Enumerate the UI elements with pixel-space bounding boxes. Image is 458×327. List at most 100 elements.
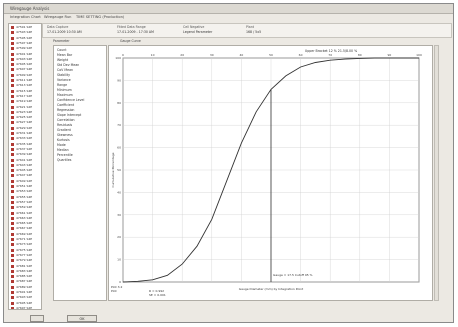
list-item-label: 47593 S4E (16, 30, 33, 35)
list-item[interactable]: 47649 S2E (9, 179, 41, 184)
chart-tab[interactable]: Gauge Curve (120, 39, 141, 43)
list-item[interactable]: 47681 S2E (9, 264, 41, 269)
parameter-item[interactable]: Correlation (57, 118, 75, 122)
parameter-item[interactable]: Residuals (57, 123, 73, 127)
list-item[interactable]: 47605 S2E (9, 62, 41, 67)
list-item[interactable]: 47685 S2E (9, 274, 41, 279)
list-item[interactable]: 47633 S2E (9, 136, 41, 141)
list-item[interactable]: 47695 S4E (9, 301, 41, 306)
list-item[interactable]: 47635 S4E (9, 142, 41, 147)
list-item[interactable]: 47651 S4E (9, 184, 41, 189)
parameter-item[interactable]: Maximum (57, 93, 73, 97)
list-item[interactable]: 47625 S2E (9, 115, 41, 120)
list-item[interactable]: 47621 S2E (9, 105, 41, 110)
list-item[interactable]: 47603 S4E (9, 57, 41, 62)
list-item[interactable]: 47689 S2E (9, 285, 41, 290)
list-item[interactable]: 47643 S4E (9, 163, 41, 168)
parameter-item[interactable]: CoV Mean (57, 68, 74, 72)
parameter-item[interactable]: Mode (57, 143, 66, 147)
parameter-item[interactable]: Minimum (57, 88, 72, 92)
status-swatch (11, 105, 14, 109)
list-item[interactable]: 47641 S2E (9, 158, 41, 163)
status-swatch (11, 238, 14, 241)
parameter-item[interactable]: Kurtosis (57, 138, 70, 142)
list-item[interactable]: 47619 S4E (9, 99, 41, 104)
list-item[interactable]: 47617 S2E (9, 94, 41, 99)
ok-button[interactable]: OK (67, 315, 97, 322)
list-item[interactable]: 47657 S2E (9, 200, 41, 205)
parameter-item[interactable]: Confidence Level (57, 98, 85, 102)
list-item[interactable]: 47631 S4E (9, 131, 41, 136)
parameter-item[interactable]: Gradient (57, 128, 71, 132)
parameter-item[interactable]: Regression (57, 108, 75, 112)
status-swatch (11, 195, 14, 199)
list-item[interactable]: 47693 S2E (9, 295, 41, 300)
y-tick-label: 90 (117, 78, 121, 82)
list-item[interactable]: 47675 S4E (9, 248, 41, 253)
parameter-item[interactable]: Skewness (57, 133, 73, 137)
parameter-item[interactable]: Percentile (57, 153, 73, 157)
list-item[interactable]: 47677 S2E (9, 253, 41, 258)
vertical-scrollbar[interactable] (434, 45, 439, 301)
list-item[interactable]: 47639 S4E (9, 152, 41, 157)
list-item[interactable]: 47661 S2E (9, 211, 41, 216)
list-item[interactable]: 47665 S2E (9, 221, 41, 226)
parameter-item[interactable]: Count (57, 48, 67, 52)
list-item[interactable]: 47623 S4E (9, 110, 41, 115)
list-item[interactable]: 47667 S4E (9, 226, 41, 231)
list-item[interactable]: 47687 S4E (9, 279, 41, 284)
list-item[interactable]: 47679 S4E (9, 258, 41, 263)
parameter-item[interactable]: Weight (57, 58, 69, 62)
list-item[interactable]: 47593 S4E (9, 30, 41, 35)
list-item[interactable]: 47599 S2E (9, 46, 41, 51)
parameter-item[interactable]: Std Dev Mean (57, 63, 80, 67)
parameter-item[interactable]: Slope Intercept (57, 113, 82, 117)
list-item[interactable]: 47671 S4E (9, 237, 41, 242)
list-item[interactable]: 47673 S2E (9, 242, 41, 247)
parameter-list[interactable]: Count Mean Bar Weight Std Dev Mean CoV Mean S… (53, 45, 107, 301)
list-item[interactable]: 47611 S4E (9, 78, 41, 83)
list-item-label: 47691 S4E (16, 290, 33, 294)
list-item[interactable]: 47613 S2E (9, 83, 41, 88)
list-item[interactable]: 47627 S4E (9, 120, 41, 125)
tab-time-setting[interactable]: TIME SETTING (Production) (76, 15, 125, 19)
list-item[interactable]: 47659 S4E (9, 205, 41, 210)
tab-integration[interactable]: Integration Chart (10, 15, 41, 19)
list-item[interactable]: 47597 S4E (9, 41, 41, 46)
list-item[interactable]: 47691 S4E (9, 290, 41, 295)
nav-button[interactable] (30, 315, 44, 322)
y-tick-label: 50 (117, 168, 121, 172)
list-item[interactable]: 47595 S2E (9, 36, 41, 41)
parameter-item[interactable]: Coefficient (57, 103, 75, 107)
parameter-item[interactable]: Median (57, 148, 69, 152)
info-fitted-range: Fitted Data Range 17-01-2009 - 17:30 AM (117, 25, 154, 34)
list-item[interactable]: 47653 S2E (9, 189, 41, 194)
list-item[interactable]: 47645 S2E (9, 168, 41, 173)
y-axis-label: Cumulative Percentage (111, 152, 115, 187)
list-item[interactable]: 47697 S2E (9, 306, 41, 309)
status-swatch (11, 84, 14, 88)
list-item[interactable]: 47615 S4E (9, 89, 41, 94)
status-swatch (11, 153, 14, 157)
parameter-item[interactable]: Variance (57, 78, 71, 82)
list-item[interactable]: 47591 S2E (9, 25, 41, 30)
parameter-item[interactable]: Quartiles (57, 158, 72, 162)
list-item[interactable]: 47655 S4E (9, 195, 41, 200)
list-item[interactable]: 47609 S2E (9, 73, 41, 78)
list-item[interactable]: 47663 S4E (9, 216, 41, 221)
list-item[interactable]: 47637 S2E (9, 147, 41, 152)
status-swatch (11, 89, 14, 93)
parameter-tab[interactable]: Parameter (53, 39, 70, 43)
parameter-item[interactable]: Stability (57, 73, 71, 77)
list-item[interactable]: 47629 S2E (9, 126, 41, 131)
parameter-item[interactable]: Range (57, 83, 68, 87)
parameter-item[interactable]: Mean Bar (57, 53, 73, 57)
sample-list[interactable]: 47591 S2E 47593 S4E 47595 S2E 47597 S4E 4759… (8, 23, 42, 310)
list-item[interactable]: 47607 S4E (9, 67, 41, 72)
list-item-label: 47599 S2E (16, 46, 33, 51)
list-item[interactable]: 47669 S2E (9, 232, 41, 237)
tab-run[interactable]: Wiregauge Run (44, 15, 72, 19)
list-item[interactable]: 47647 S4E (9, 173, 41, 178)
list-item[interactable]: 47601 S4E (9, 52, 41, 57)
list-item[interactable]: 47683 S4E (9, 269, 41, 274)
